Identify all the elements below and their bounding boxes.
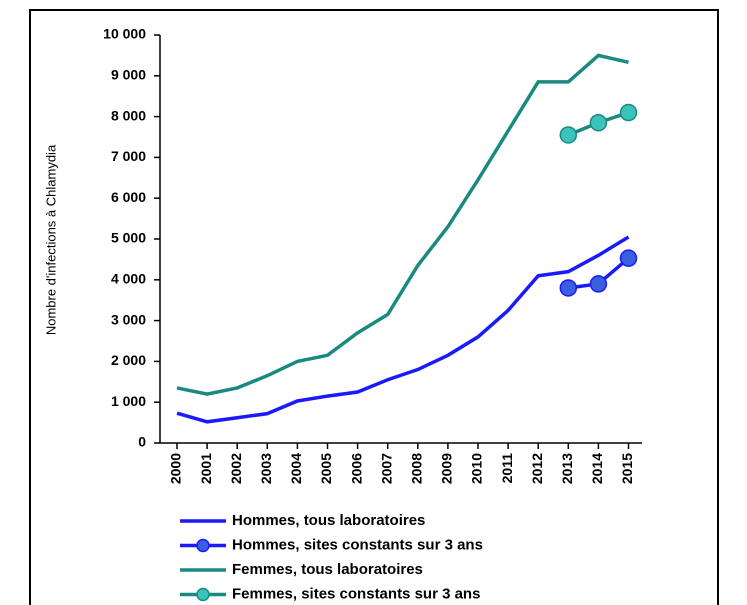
x-tick-label: 2008 — [409, 453, 425, 484]
legend-label: Femmes, sites constants sur 3 ans — [232, 585, 480, 602]
x-tick-label: 2013 — [559, 453, 575, 484]
x-tick-label: 2009 — [439, 453, 455, 484]
x-tick-label: 2006 — [348, 453, 364, 484]
x-tick-label: 2001 — [198, 453, 214, 484]
point-marker — [589, 113, 608, 132]
point-marker — [619, 249, 638, 267]
point-marker — [619, 103, 638, 122]
y-tick-label: 7 000 — [111, 148, 146, 164]
x-tick-label: 2005 — [318, 453, 334, 484]
x-tick-label: 2015 — [619, 453, 635, 484]
x-tick-label: 2007 — [378, 453, 394, 484]
y-tick-label: 1 000 — [111, 393, 146, 409]
point-marker — [559, 279, 578, 297]
point-marker — [589, 275, 608, 293]
x-tick-label: 2012 — [529, 453, 545, 484]
x-tick-label: 2004 — [288, 453, 304, 484]
y-tick-label: 6 000 — [111, 189, 146, 205]
frame — [29, 9, 719, 605]
x-tick-label: 2002 — [228, 453, 244, 484]
legend-marker — [196, 538, 210, 553]
y-tick-label: 5 000 — [111, 230, 146, 246]
series-line — [176, 235, 630, 424]
legend-label: Hommes, sites constants sur 3 ans — [232, 536, 483, 553]
x-tick-label: 2003 — [258, 453, 274, 484]
y-tick-label: 9 000 — [111, 67, 146, 83]
y-tick-label: 2 000 — [111, 352, 146, 368]
x-tick-label: 2010 — [469, 453, 485, 484]
x-tick-label: 2000 — [168, 453, 184, 484]
x-tick-label: 2011 — [499, 453, 515, 484]
y-tick-label: 8 000 — [111, 107, 146, 123]
y-tick-label: 4 000 — [111, 271, 146, 287]
legend-marker — [196, 587, 210, 602]
y-tick-label: 0 — [138, 434, 146, 450]
y-tick-label: 3 000 — [111, 311, 146, 327]
legend-label: Femmes, tous laboratoires — [232, 561, 423, 578]
series-line — [176, 53, 629, 396]
y-tick-label: 10 000 — [103, 26, 146, 42]
y-axis-label: Nombre d'infections à Chlamydia — [43, 144, 58, 335]
x-tick-label: 2014 — [589, 453, 605, 484]
point-marker — [559, 126, 578, 144]
legend-label: Hommes, tous laboratoires — [232, 512, 425, 529]
